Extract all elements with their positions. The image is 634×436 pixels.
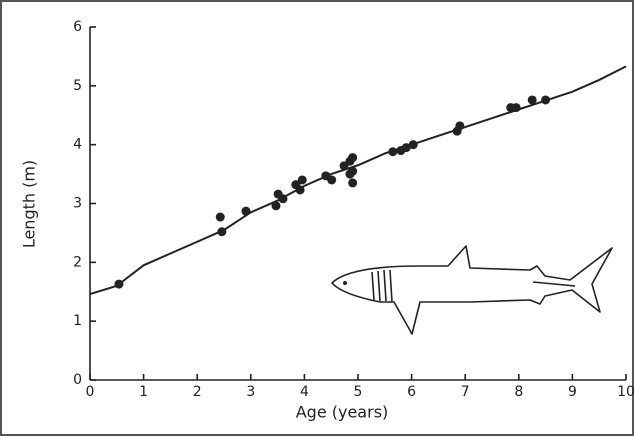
y-tick-label: 5 xyxy=(73,78,82,94)
data-point xyxy=(348,153,358,163)
shark-illustration xyxy=(331,245,613,335)
data-point xyxy=(297,175,307,185)
x-tick-label: 2 xyxy=(193,384,202,400)
y-tick-label: 0 xyxy=(73,372,82,388)
x-tick-label: 7 xyxy=(461,384,470,400)
y-tick-label: 6 xyxy=(73,19,82,35)
fit-curve xyxy=(89,65,627,296)
data-point xyxy=(527,95,537,105)
y-tick-label: 1 xyxy=(73,313,82,329)
data-point xyxy=(348,178,358,188)
data-point xyxy=(271,201,281,211)
x-tick-label: 3 xyxy=(246,384,255,400)
data-point xyxy=(348,166,358,176)
x-tick-label: 5 xyxy=(354,384,363,400)
y-tick-label: 2 xyxy=(73,254,82,270)
x-tick-label: 0 xyxy=(86,384,95,400)
x-tick-label: 6 xyxy=(407,384,416,400)
x-tick-label: 9 xyxy=(568,384,577,400)
data-point xyxy=(215,212,225,222)
y-tick-label: 3 xyxy=(73,196,82,212)
data-point xyxy=(327,175,337,185)
x-axis-label: Age (years) xyxy=(296,403,389,422)
x-tick-label: 1 xyxy=(139,384,148,400)
x-tick-label: 4 xyxy=(300,384,309,400)
y-tick-label: 4 xyxy=(73,137,82,153)
x-tick-label: 8 xyxy=(514,384,523,400)
y-axis-label: Length (m) xyxy=(20,160,39,248)
x-tick-label: 10 xyxy=(617,384,634,400)
